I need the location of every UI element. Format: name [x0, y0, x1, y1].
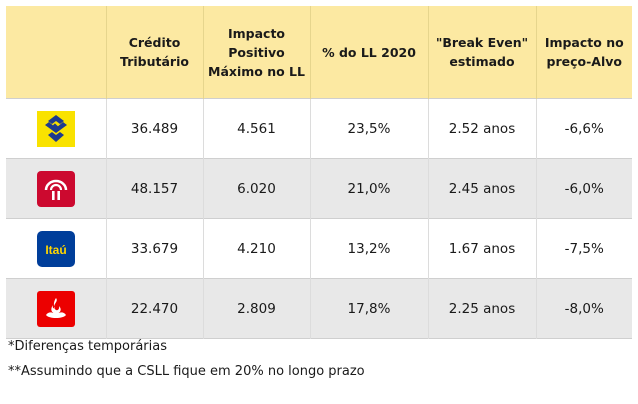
break-even-cell: 2.52 anos — [428, 98, 537, 159]
preco-alvo-cell: -7,5% — [536, 218, 632, 279]
impacto-cell: 2.809 — [203, 278, 311, 339]
header-credito-tributario: Crédito Tributário — [106, 6, 204, 99]
tax-credit-table: Crédito Tributário Impacto Positivo Máxi… — [6, 6, 632, 339]
credito-cell: 48.157 — [106, 158, 204, 219]
header-impacto-preco-alvo: Impacto no preço-Alvo — [536, 6, 632, 99]
table-row: 36.489 4.561 23,5% 2.52 anos -6,6% — [6, 98, 632, 159]
logo-cell: Itaú — [6, 218, 107, 279]
pct-cell: 17,8% — [310, 278, 429, 339]
table-container: Crédito Tributário Impacto Positivo Máxi… — [6, 6, 632, 339]
table-row: 48.157 6.020 21,0% 2.45 anos -6,0% — [6, 158, 632, 219]
table-row: Itaú 33.679 4.210 13,2% 1.67 anos -7,5% — [6, 218, 632, 279]
logo-cell — [6, 278, 107, 339]
header-impacto-positivo: Impacto Positivo Máximo no LL — [203, 6, 311, 99]
preco-alvo-cell: -6,0% — [536, 158, 632, 219]
banco-do-brasil-logo — [36, 110, 75, 147]
header-break-even: "Break Even" estimado — [428, 6, 537, 99]
footnotes: *Diferenças temporárias **Assumindo que … — [8, 334, 365, 384]
preco-alvo-cell: -6,6% — [536, 98, 632, 159]
credito-cell: 36.489 — [106, 98, 204, 159]
table-row: 22.470 2.809 17,8% 2.25 anos -8,0% — [6, 278, 632, 339]
santander-logo — [36, 290, 75, 327]
footnote-1: *Diferenças temporárias — [8, 339, 167, 354]
header-label: Crédito Tributário — [120, 35, 189, 69]
footnote-2: **Assumindo que a CSLL fique em 20% no l… — [8, 364, 365, 379]
break-even-cell: 2.25 anos — [428, 278, 537, 339]
header-label: Impacto Positivo Máximo no LL — [208, 25, 305, 79]
pct-cell: 23,5% — [310, 98, 429, 159]
credito-cell: 33.679 — [106, 218, 204, 279]
bradesco-logo — [36, 170, 75, 207]
impacto-cell: 6.020 — [203, 158, 311, 219]
break-even-cell: 2.45 anos — [428, 158, 537, 219]
pct-cell: 21,0% — [310, 158, 429, 219]
itau-logo: Itaú — [36, 230, 75, 267]
impacto-cell: 4.210 — [203, 218, 311, 279]
logo-cell — [6, 98, 107, 159]
break-even-cell: 1.67 anos — [428, 218, 537, 279]
header-label: Impacto no preço-Alvo — [544, 35, 624, 69]
header-row: Crédito Tributário Impacto Positivo Máxi… — [6, 6, 632, 99]
itau-logo-text: Itaú — [45, 243, 66, 257]
pct-cell: 13,2% — [310, 218, 429, 279]
logo-cell — [6, 158, 107, 219]
credito-cell: 22.470 — [106, 278, 204, 339]
header-label: % do LL 2020 — [322, 44, 416, 60]
header-label: "Break Even" estimado — [435, 35, 529, 69]
preco-alvo-cell: -8,0% — [536, 278, 632, 339]
impacto-cell: 4.561 — [203, 98, 311, 159]
header-pct-ll-2020: % do LL 2020 — [310, 6, 429, 99]
header-logo-cell — [6, 6, 107, 99]
